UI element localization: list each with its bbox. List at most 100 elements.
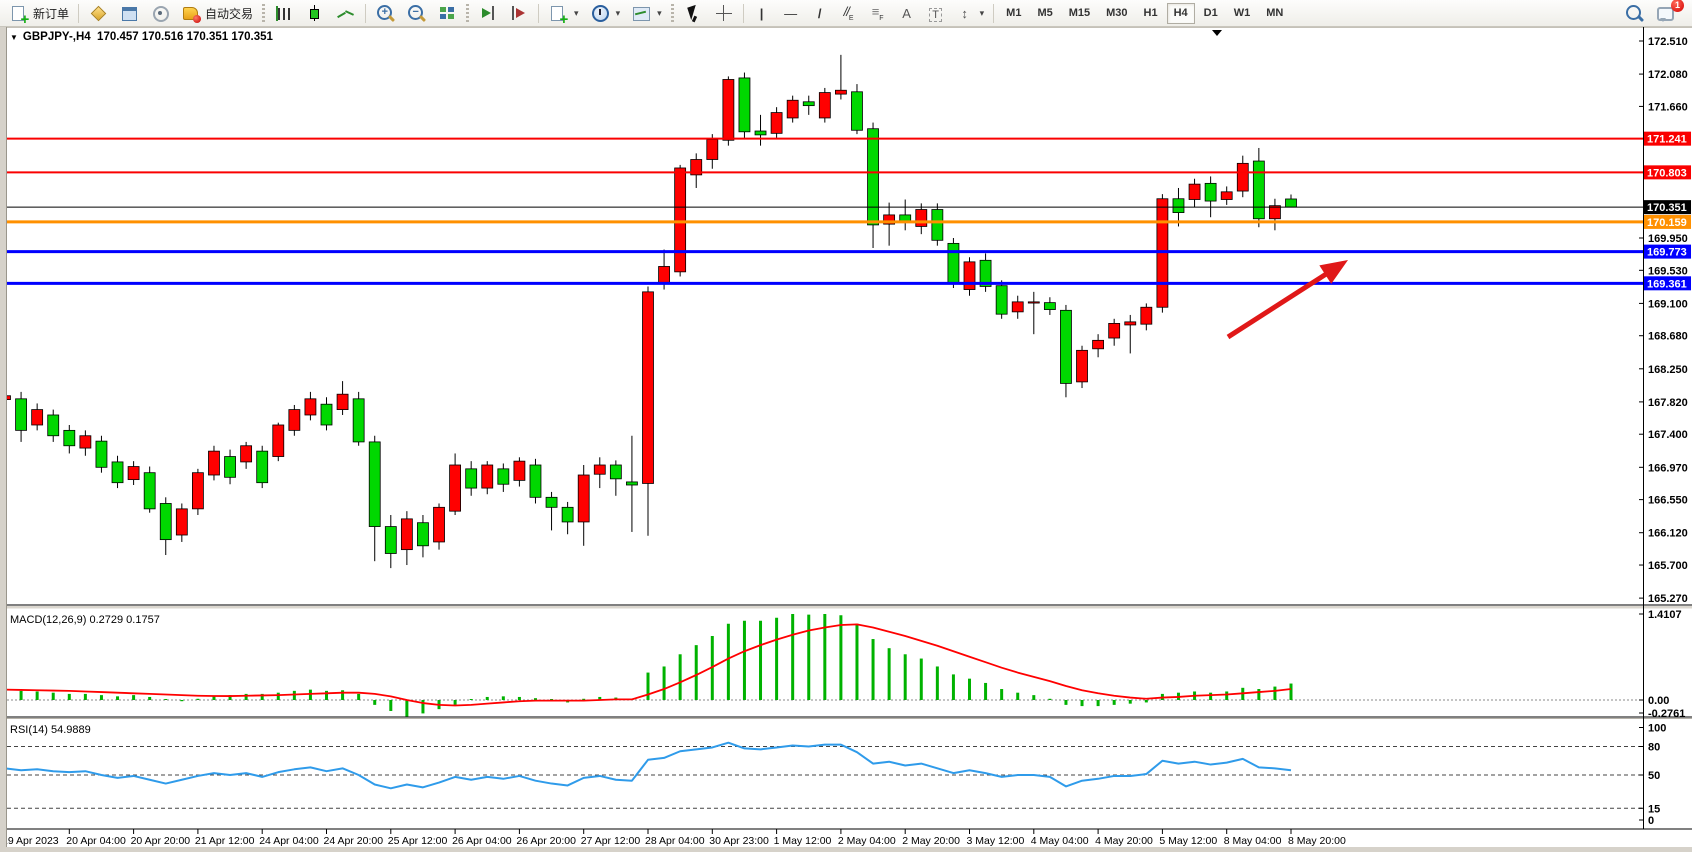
- search-button[interactable]: [1619, 2, 1649, 25]
- candle: [658, 266, 670, 284]
- templates-button[interactable]: [626, 2, 667, 25]
- candle: [690, 159, 703, 176]
- candle: [143, 472, 156, 510]
- auto-trading-button[interactable]: 自动交易: [176, 2, 258, 25]
- vertical-line-tool-button[interactable]: [748, 2, 776, 25]
- notification-badge: 1: [1671, 0, 1684, 12]
- bar-chart-button[interactable]: [269, 2, 299, 25]
- candle: [818, 92, 831, 119]
- toolbar-separator: [742, 3, 744, 23]
- candle: [159, 503, 172, 541]
- cursor-icon: [683, 4, 703, 23]
- arrows-tool-button[interactable]: [951, 2, 990, 25]
- timeframe-m30[interactable]: M30: [1099, 3, 1134, 24]
- periods-button[interactable]: [585, 2, 626, 25]
- timeframe-mn[interactable]: MN: [1259, 3, 1290, 24]
- macd-axis-label: 0.00: [1648, 695, 1669, 707]
- candle: [368, 441, 381, 527]
- zoom-in-button[interactable]: [370, 2, 400, 25]
- candle: [593, 464, 606, 475]
- candle: [111, 461, 124, 484]
- candle: [47, 414, 60, 437]
- market-watch-button[interactable]: [83, 2, 113, 25]
- trendline-icon: [811, 6, 829, 21]
- candle: [497, 468, 510, 485]
- rsi-axis-label: 0: [1648, 815, 1654, 827]
- clock-icon: [590, 4, 610, 23]
- trend-arrow[interactable]: [1226, 270, 1330, 340]
- candle: [786, 99, 799, 119]
- timeframe-h4[interactable]: H4: [1166, 2, 1195, 24]
- equidistant-channel-icon: [840, 4, 858, 22]
- fibonacci-icon: [869, 4, 887, 22]
- chart-shift-button[interactable]: [504, 2, 534, 25]
- zoom-out-button[interactable]: [401, 2, 431, 25]
- timeframe-m15[interactable]: M15: [1062, 3, 1097, 24]
- price-label: 171.241: [1647, 134, 1687, 146]
- new-order-button[interactable]: 新订单: [4, 2, 74, 27]
- timeframe-h1[interactable]: H1: [1137, 3, 1165, 24]
- tile-windows-button[interactable]: [432, 2, 462, 25]
- signals-button[interactable]: [145, 2, 175, 25]
- indicators-button[interactable]: [543, 2, 584, 27]
- text-tool-button[interactable]: [893, 2, 921, 25]
- chart-window[interactable]: 171.241 170.803 170.351 170.159 169.773 169.3…: [0, 27, 1692, 852]
- navigator-button[interactable]: [114, 2, 144, 25]
- x-axis-label: 2 May 04:00: [838, 835, 896, 847]
- candlestick-chart-button[interactable]: [300, 2, 330, 25]
- x-axis-label: 20 Apr 04:00: [66, 835, 126, 847]
- timeframe-m5[interactable]: M5: [1030, 3, 1059, 24]
- toolbar-separator: [538, 3, 540, 23]
- candle: [1011, 301, 1024, 313]
- x-axis-label: 5 May 12:00: [1159, 835, 1217, 847]
- crosshair-icon: [714, 4, 734, 23]
- horizontal-line-tool-button[interactable]: [777, 2, 805, 25]
- candle: [63, 429, 76, 447]
- chart-shift-marker[interactable]: [1212, 30, 1222, 36]
- x-axis-label: 20 Apr 20:00: [131, 835, 191, 847]
- text-label-tool-button[interactable]: [922, 2, 950, 25]
- x-axis-label: 30 Apr 23:00: [709, 835, 769, 847]
- chart-dropdown-icon[interactable]: [10, 31, 18, 43]
- chart-background: [0, 27, 1692, 852]
- candle: [802, 101, 815, 107]
- cursor-tool-button[interactable]: [678, 2, 708, 25]
- candle: [400, 518, 413, 551]
- line-chart-button[interactable]: [331, 2, 361, 25]
- price-label-box: [1644, 131, 1691, 146]
- candle: [95, 440, 108, 468]
- price-label: 169.361: [1647, 278, 1687, 290]
- x-axis-label: 24 Apr 20:00: [324, 835, 384, 847]
- timeframe-d1[interactable]: D1: [1197, 3, 1225, 24]
- text-icon: [898, 6, 916, 21]
- rsi-axis-label: 100: [1648, 723, 1666, 735]
- auto-scroll-button[interactable]: [473, 2, 503, 25]
- chart-canvas[interactable]: 171.241 170.803 170.351 170.159 169.773 169.3…: [0, 27, 1692, 852]
- x-axis-label: 25 Apr 12:00: [388, 835, 448, 847]
- crosshair-tool-button[interactable]: [709, 2, 739, 25]
- fibonacci-tool-button[interactable]: [864, 2, 892, 25]
- equidistant-channel-tool-button[interactable]: [835, 2, 863, 25]
- timeframe-w1[interactable]: W1: [1227, 3, 1258, 24]
- rsi-axis-label: 80: [1648, 742, 1660, 754]
- candle: [722, 79, 735, 141]
- timeframe-m1[interactable]: M1: [999, 3, 1028, 24]
- chart-shift-icon: [509, 4, 529, 23]
- candle: [320, 403, 333, 426]
- price-label-box: [1644, 244, 1691, 259]
- candle: [1027, 301, 1040, 304]
- chat-button[interactable]: 1: [1650, 0, 1684, 25]
- x-axis-label: 19 Apr 2023: [2, 835, 59, 847]
- candle: [770, 112, 783, 134]
- candle: [208, 450, 220, 476]
- vertical-line-icon: [753, 6, 771, 21]
- trendline-tool-button[interactable]: [806, 2, 834, 25]
- candles: [0, 54, 1297, 569]
- candle: [867, 128, 879, 226]
- candle: [224, 456, 236, 478]
- window-bottom-edge: [0, 847, 1692, 852]
- candle: [272, 424, 285, 457]
- y-axis-tick-label: 169.950: [1648, 233, 1688, 245]
- candle: [1252, 160, 1265, 220]
- auto-scroll-icon: [478, 4, 498, 23]
